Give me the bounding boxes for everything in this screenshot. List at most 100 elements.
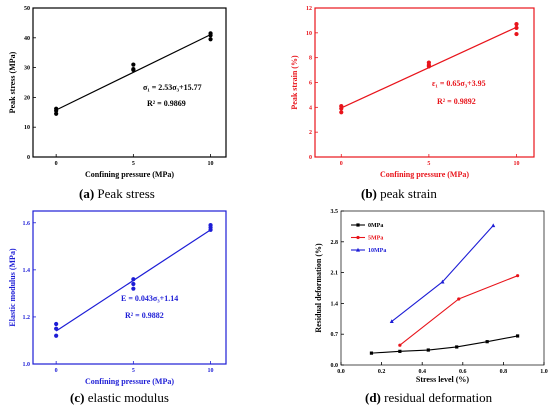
data-point xyxy=(208,223,213,228)
x-tick-label: 10 xyxy=(208,161,214,167)
x-axis-label: Confining pressure (MPa) xyxy=(85,377,174,386)
y-tick-label: 0.7 xyxy=(331,332,339,338)
chart-c: 0 5 10 1.0 1.2 1.4 1.6 Confining pressure (MPa)… xyxy=(8,210,227,386)
x-tick-label: 0.6 xyxy=(459,369,467,375)
y-tick-label: 1.0 xyxy=(23,362,31,368)
caption-d: (d) residual deformation xyxy=(365,390,493,405)
caption-a: (a) Peak stress xyxy=(79,186,155,201)
data-point xyxy=(516,334,520,338)
y-tick-label: 8 xyxy=(309,56,312,62)
x-tick-label: 0.2 xyxy=(378,369,386,375)
y-axis-label: Elastic modulus (MPa) xyxy=(8,248,17,327)
chart-d: 0.0 0.2 0.4 0.6 0.8 1.0 0.0 0.7 1.4 2.1 2.8 3.5 Stre… xyxy=(314,209,548,384)
x-tick-label: 10 xyxy=(208,368,214,374)
y-tick-label: 2.1 xyxy=(331,271,339,277)
data-point xyxy=(485,340,489,344)
y-tick-label: 2.8 xyxy=(331,240,339,246)
r-squared: R² = 0.9892 xyxy=(437,97,476,106)
r-squared: R² = 0.9869 xyxy=(147,99,186,108)
y-tick-label: 1.2 xyxy=(23,315,31,321)
fit-line xyxy=(55,34,211,111)
data-point xyxy=(131,277,136,282)
y-tick-label: 1.4 xyxy=(23,268,31,274)
legend-label: 5MPa xyxy=(368,236,383,242)
plot-frame xyxy=(32,7,227,158)
data-point xyxy=(54,326,59,331)
series-line xyxy=(391,225,494,322)
data-point xyxy=(457,297,461,301)
data-point xyxy=(131,66,136,72)
y-tick-label: 10 xyxy=(24,125,30,131)
fit-equation: σ₁ = 2.53σ₃+15.77 xyxy=(143,83,202,92)
legend-label: 0MPa xyxy=(368,223,383,229)
data-point xyxy=(389,319,394,324)
data-point xyxy=(54,106,59,111)
y-tick-label: 10 xyxy=(306,31,312,37)
fit-equation: ε₁ = 0.65σ₃+3.95 xyxy=(432,79,486,88)
legend-marker xyxy=(356,223,360,227)
data-point xyxy=(514,25,519,30)
x-tick-label: 0 xyxy=(340,161,343,167)
y-tick-label: 3.5 xyxy=(331,209,339,215)
x-tick-label: 0.0 xyxy=(337,369,345,375)
data-point xyxy=(514,22,519,27)
data-point xyxy=(440,279,445,284)
data-point xyxy=(491,223,496,228)
plot-frame xyxy=(314,7,535,158)
data-point xyxy=(208,31,213,36)
y-tick-label: 0 xyxy=(309,155,312,161)
series-5MPa: 5MPa xyxy=(351,235,520,347)
x-tick-label: 5 xyxy=(132,161,135,167)
x-tick-label: 1.0 xyxy=(540,369,548,375)
y-tick-label: 0 xyxy=(27,155,30,161)
data-point xyxy=(455,345,459,349)
y-tick-label: 0.0 xyxy=(331,363,339,369)
y-tick-label: 50 xyxy=(24,6,30,12)
x-tick-label: 0 xyxy=(55,368,58,374)
y-tick-label: 2 xyxy=(309,130,312,136)
fit-equation: E = 0.043σ₃+1.14 xyxy=(121,294,178,303)
data-point xyxy=(398,349,402,353)
data-point xyxy=(339,110,344,115)
x-tick-label: 0.4 xyxy=(418,369,426,375)
x-axis-label: Stress level (%) xyxy=(416,375,470,384)
y-axis-label: Peak strain (%) xyxy=(290,55,299,110)
plot-frame xyxy=(340,210,545,366)
x-tick-label: 5 xyxy=(427,161,430,167)
series-10MPa: 10MPa xyxy=(351,223,496,324)
data-point xyxy=(131,281,136,287)
x-tick-label: 0.8 xyxy=(500,369,508,375)
data-point xyxy=(426,348,430,352)
y-tick-label: 6 xyxy=(309,81,312,87)
data-point xyxy=(426,60,431,65)
data-point xyxy=(131,62,136,67)
y-tick-label: 12 xyxy=(306,6,312,12)
legend-label: 10MPa xyxy=(368,248,386,254)
data-point xyxy=(369,351,374,355)
series-0MPa: 0MPa xyxy=(351,223,520,355)
series-line xyxy=(371,335,518,354)
y-tick-label: 20 xyxy=(24,95,30,101)
data-point xyxy=(516,274,520,278)
y-tick-label: 1.6 xyxy=(23,221,31,227)
legend-marker xyxy=(356,235,360,240)
x-axis-label: Confining pressure (MPa) xyxy=(380,170,469,179)
y-tick-label: 40 xyxy=(24,36,30,42)
x-tick-label: 10 xyxy=(513,161,519,167)
chart-a: 0 5 10 0 10 20 30 40 50 Confining pressure (MPa) P… xyxy=(8,6,227,179)
series-line xyxy=(399,275,518,346)
data-point xyxy=(208,37,213,42)
x-axis-label: Confining pressure (MPa) xyxy=(85,170,174,179)
x-tick-label: 5 xyxy=(132,368,135,374)
plot-frame xyxy=(32,210,227,365)
y-axis-label: Residual deformation (%) xyxy=(314,243,323,333)
y-axis-label: Peak stress (MPa) xyxy=(8,51,17,113)
data-point xyxy=(54,333,59,338)
chart-b: 0 5 10 0 2 4 6 8 10 12 Confining pressure (MPa) Pea… xyxy=(290,6,535,179)
legend-marker xyxy=(356,247,360,252)
y-tick-label: 1.4 xyxy=(331,301,339,307)
r-squared: R² = 0.9882 xyxy=(125,311,164,320)
data-point xyxy=(131,286,136,291)
x-tick-label: 0 xyxy=(55,161,58,167)
